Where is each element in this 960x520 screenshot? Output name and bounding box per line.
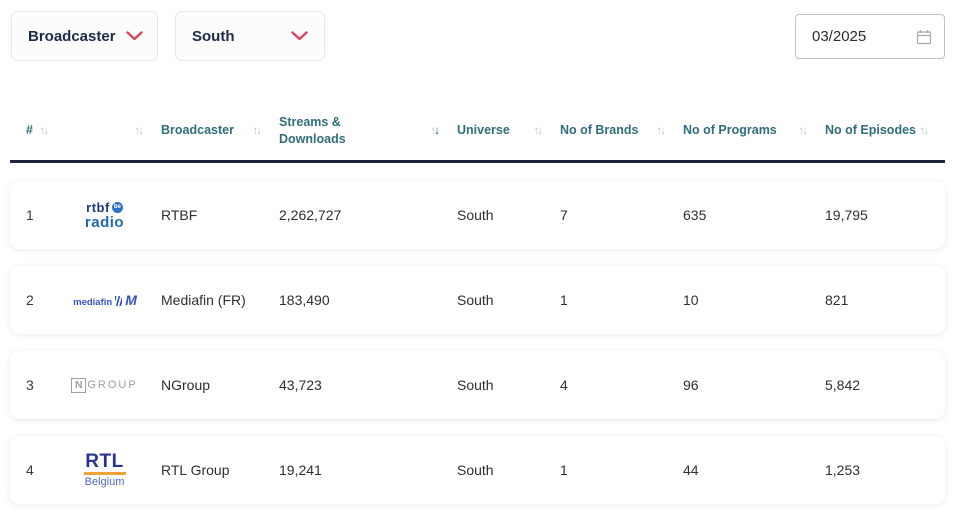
table-header-row: # ↑↓ ↑↓ Broadcaster ↑↓ Streams & Downloads ↑↓ U… — [10, 101, 945, 163]
broadcaster-dropdown[interactable]: Broadcaster — [11, 11, 158, 61]
programs-cell: 44 — [683, 462, 699, 478]
logo-text: radio — [84, 213, 125, 231]
column-header-brands[interactable]: No of Brands ↑↓ — [551, 101, 674, 160]
logo-cell: N GROUP — [57, 377, 152, 393]
column-header-broadcaster[interactable]: Broadcaster ↑↓ — [152, 101, 270, 160]
column-header-rank[interactable]: # ↑↓ — [17, 101, 57, 160]
column-header-label: No of Brands — [560, 123, 639, 138]
programs-cell: 96 — [683, 377, 699, 393]
rtl-belgium-logo: RTL Belgium — [83, 451, 126, 488]
episodes-cell: 19,795 — [825, 207, 868, 223]
calendar-icon — [916, 29, 932, 44]
chevron-down-icon — [291, 31, 308, 41]
broadcaster-cell: NGroup — [161, 377, 211, 393]
broadcaster-cell: RTBF — [161, 207, 198, 223]
ngroup-logo: N GROUP — [71, 377, 138, 393]
streams-cell: 2,262,727 — [279, 207, 342, 223]
column-header-streams[interactable]: Streams & Downloads ↑↓ — [270, 101, 448, 160]
date-input[interactable]: 03/2025 — [795, 14, 945, 59]
episodes-cell: 821 — [825, 292, 849, 308]
universe-dropdown-label: South — [192, 27, 235, 45]
column-header-label: # — [26, 123, 33, 138]
table-row: 4 RTL Belgium RTL Group 19,241 South 1 44 1,253 — [10, 436, 945, 504]
column-header-label: Universe — [457, 123, 510, 138]
logo-text: RTL — [85, 451, 124, 472]
logo-text: Belgium — [84, 476, 125, 488]
sort-icon: ↑↓ — [656, 124, 666, 137]
column-header-logo[interactable]: ↑↓ — [57, 101, 152, 160]
sort-icon: ↑↓ — [919, 124, 929, 137]
logo-text: mediafin — [73, 297, 113, 308]
mediafin-logo: mediafin M — [73, 292, 137, 308]
logo-text: M — [125, 292, 137, 308]
column-header-label: No of Episodes — [825, 123, 916, 138]
episodes-cell: 1,253 — [825, 462, 861, 478]
episodes-cell: 5,842 — [825, 377, 861, 393]
rtbf-be-badge-icon: be — [111, 201, 123, 213]
broadcasters-table: # ↑↓ ↑↓ Broadcaster ↑↓ Streams & Downloads ↑↓ U… — [10, 101, 945, 504]
programs-cell: 10 — [683, 292, 699, 308]
sort-icon: ↑↓ — [798, 124, 808, 137]
column-header-universe[interactable]: Universe ↑↓ — [448, 101, 551, 160]
sort-icon: ↑↓ — [134, 124, 144, 137]
date-value: 03/2025 — [812, 28, 867, 45]
brands-cell: 1 — [560, 292, 568, 308]
ngroup-n-box-icon: N — [71, 377, 87, 393]
mediafin-stripes-icon — [115, 296, 123, 306]
streams-cell: 19,241 — [279, 462, 322, 478]
broadcaster-cell: RTL Group — [161, 462, 230, 478]
logo-text: rtbf — [86, 199, 110, 215]
logo-cell: rtbf be radio — [57, 201, 152, 230]
column-header-episodes[interactable]: No of Episodes ↑↓ — [816, 101, 937, 160]
streams-cell: 43,723 — [279, 377, 322, 393]
universe-cell: South — [457, 207, 494, 223]
column-header-programs[interactable]: No of Programs ↑↓ — [674, 101, 816, 160]
rtbf-radio-logo: rtbf be radio — [85, 201, 124, 230]
sort-icon: ↑↓ — [252, 124, 262, 137]
logo-cell: mediafin M — [57, 292, 152, 308]
brands-cell: 1 — [560, 462, 568, 478]
universe-cell: South — [457, 462, 494, 478]
chevron-down-icon — [125, 31, 143, 41]
programs-cell: 635 — [683, 207, 707, 223]
table-row: 2 mediafin M Mediafin (FR) 183,490 South 1 10 82… — [10, 266, 945, 334]
brands-cell: 4 — [560, 377, 568, 393]
rank-cell: 4 — [26, 462, 34, 478]
sort-icon: ↑↓ — [39, 124, 49, 137]
table-row: 3 N GROUP NGroup 43,723 South 4 96 5,842 — [10, 351, 945, 419]
broadcaster-dropdown-label: Broadcaster — [28, 27, 116, 45]
rank-cell: 1 — [26, 207, 34, 223]
column-header-label: Streams & Downloads — [279, 114, 346, 146]
table-body: 1 rtbf be radio RTBF 2,262,727 South 7 635 19,795… — [10, 181, 945, 504]
brands-cell: 7 — [560, 207, 568, 223]
logo-text: GROUP — [87, 379, 138, 391]
rank-cell: 2 — [26, 292, 34, 308]
rank-cell: 3 — [26, 377, 34, 393]
column-header-label: Broadcaster — [161, 123, 234, 138]
logo-cell: RTL Belgium — [57, 452, 152, 488]
streams-cell: 183,490 — [279, 292, 330, 308]
universe-cell: South — [457, 292, 494, 308]
table-row: 1 rtbf be radio RTBF 2,262,727 South 7 635 19,795 — [10, 181, 945, 249]
broadcaster-cell: Mediafin (FR) — [161, 292, 246, 308]
column-header-label: No of Programs — [683, 123, 777, 138]
universe-dropdown[interactable]: South — [175, 11, 325, 61]
sort-icon: ↑↓ — [533, 124, 543, 137]
sort-icon: ↑↓ — [430, 124, 440, 137]
filters-bar: Broadcaster South 03/2025 — [10, 11, 945, 61]
universe-cell: South — [457, 377, 494, 393]
rtl-underline-bar-icon — [83, 472, 126, 475]
logo-wordmark: rtbf be — [85, 201, 124, 214]
